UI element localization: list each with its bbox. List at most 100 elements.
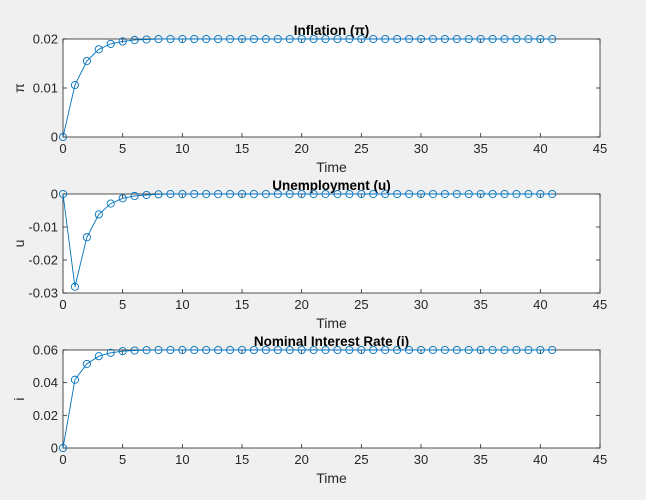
data-point <box>369 345 378 355</box>
data-point <box>285 34 294 44</box>
data-point <box>345 345 354 355</box>
data-point <box>154 345 163 355</box>
data-point <box>440 189 449 199</box>
x-tick-label: 5 <box>119 452 126 467</box>
data-point <box>357 345 366 355</box>
data-point <box>321 189 330 199</box>
y-tick-label: 0 <box>51 441 58 456</box>
data-point <box>321 34 330 44</box>
data-point <box>536 189 545 199</box>
data-point <box>118 37 127 46</box>
y-axis-label: π <box>11 83 27 93</box>
data-point <box>285 189 294 199</box>
x-tick-label: 35 <box>473 452 487 467</box>
data-point <box>237 345 247 355</box>
data-point <box>154 190 163 199</box>
x-tick-label: 25 <box>354 452 368 467</box>
data-point <box>297 345 306 355</box>
data-point <box>214 34 223 44</box>
x-axis-label: Time <box>316 315 347 331</box>
y-tick-label: 0.02 <box>33 32 58 47</box>
subplot-3: 0 5 10 15 20 25 30 35 40 45 0 0.02 0.04 0.06 Nominal I… <box>11 334 607 486</box>
data-point <box>70 81 79 90</box>
data-point <box>416 189 426 199</box>
data-point <box>536 34 545 44</box>
data-point <box>297 34 306 44</box>
y-tick-label: 0.04 <box>33 375 58 390</box>
x-tick-label: 15 <box>235 452 249 467</box>
x-tick-label: 10 <box>175 141 189 156</box>
x-tick-label: 5 <box>119 141 126 156</box>
data-point <box>464 34 473 44</box>
data-point <box>273 34 282 44</box>
x-tick-label: 40 <box>533 141 547 156</box>
data-point <box>82 233 91 242</box>
y-tick-label: 0 <box>51 187 58 202</box>
data-point <box>94 45 103 54</box>
data-point <box>393 34 402 44</box>
data-point <box>357 189 366 199</box>
x-tick-label: 30 <box>414 141 428 156</box>
y-tick-label: -0.01 <box>28 220 58 235</box>
x-tick-label: 35 <box>473 297 487 312</box>
y-tick-label: -0.02 <box>28 253 58 268</box>
data-point <box>405 189 414 199</box>
data-point <box>500 345 509 355</box>
data-point <box>393 189 402 199</box>
data-point <box>249 189 258 199</box>
data-point <box>70 282 79 291</box>
x-tick-label: 0 <box>59 297 66 312</box>
data-point <box>82 57 91 66</box>
data-point <box>309 34 318 44</box>
data-point <box>142 346 151 355</box>
x-tick-label: 25 <box>354 297 368 312</box>
data-point <box>381 34 390 44</box>
data-point <box>536 345 545 355</box>
axes-box <box>62 349 601 449</box>
data-point <box>261 345 270 355</box>
data-point <box>94 352 103 361</box>
data-point <box>452 34 461 44</box>
x-tick-label: 35 <box>473 141 487 156</box>
data-point <box>166 345 175 355</box>
series-line <box>62 38 553 138</box>
data-point <box>202 34 211 44</box>
x-tick-label: 0 <box>59 141 66 156</box>
data-point <box>405 34 414 44</box>
data-point <box>178 345 187 355</box>
y-tick-label: 0.06 <box>33 343 58 358</box>
chart-title: Inflation (π) <box>294 23 370 38</box>
x-tick-label: 10 <box>175 297 189 312</box>
data-point <box>154 34 163 44</box>
x-tick-label: 15 <box>235 141 249 156</box>
data-point <box>524 345 533 355</box>
y-axis-label: i <box>11 397 27 400</box>
data-point <box>416 345 426 355</box>
data-point <box>416 34 426 44</box>
data-point <box>333 34 342 44</box>
axes-box <box>62 193 601 294</box>
data-point <box>202 189 211 199</box>
x-tick-label: 10 <box>175 452 189 467</box>
data-point <box>261 34 270 44</box>
data-point <box>500 34 509 44</box>
data-point <box>369 34 378 44</box>
x-tick-label: 25 <box>354 141 368 156</box>
data-point <box>488 345 497 355</box>
data-point <box>345 189 354 199</box>
data-point <box>202 345 211 355</box>
data-point <box>261 189 270 199</box>
data-point <box>142 35 151 44</box>
data-point <box>321 345 330 355</box>
data-point <box>166 189 175 199</box>
data-point <box>273 345 282 355</box>
data-point <box>476 189 485 199</box>
data-point <box>548 34 557 44</box>
data-point <box>166 34 175 44</box>
x-tick-label: 45 <box>593 297 607 312</box>
data-point <box>488 34 497 44</box>
data-point <box>82 359 91 368</box>
data-point <box>130 191 139 201</box>
data-point <box>237 34 247 44</box>
